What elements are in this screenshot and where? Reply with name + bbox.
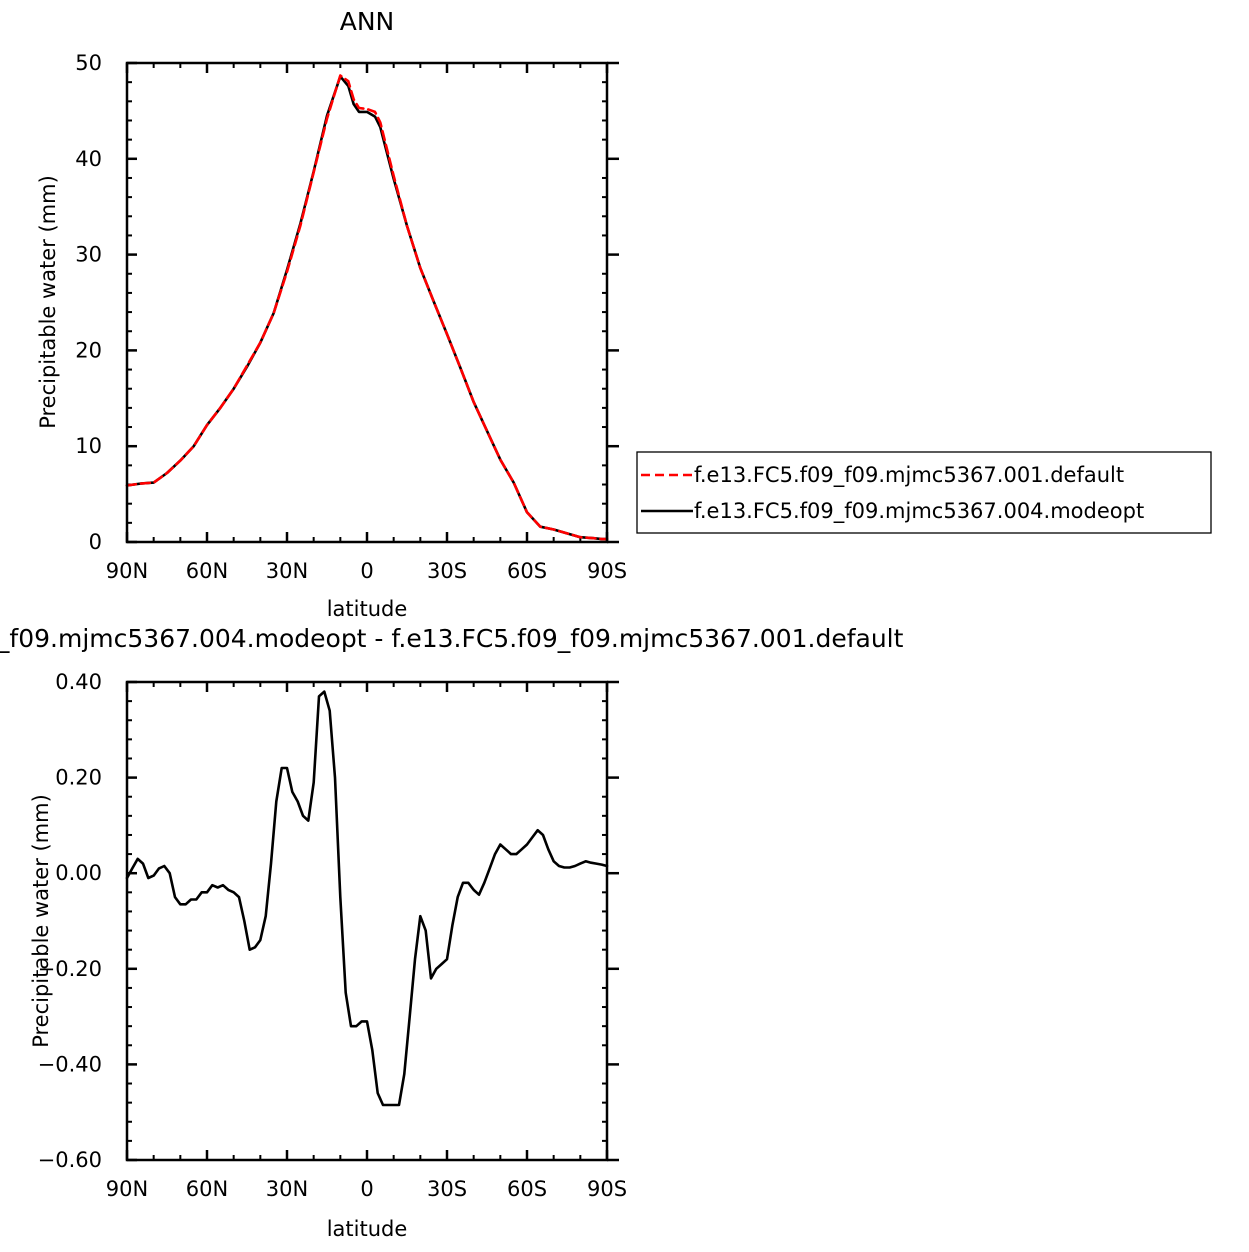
bottom-plot-lines [125, 690, 609, 1107]
top-plot-xlabel: latitude [327, 597, 408, 621]
top-plot-series-line-0 [125, 74, 609, 541]
top-plot-title: ANN [340, 7, 395, 36]
bottom-plot-series-line-0 [125, 690, 609, 1107]
legend-entry-default: f.e13.FC5.f09_f09.mjmc5367.001.default [641, 463, 1124, 488]
top-plot-ytick-label: 10 [75, 434, 102, 458]
legend-label-default: f.e13.FC5.f09_f09.mjmc5367.001.default [694, 463, 1124, 488]
legend-box [636, 451, 1212, 534]
legend-label-modeopt: f.e13.FC5.f09_f09.mjmc5367.004.modeopt [694, 499, 1144, 524]
bottom-plot-ytick-label: 0.40 [55, 670, 102, 694]
top-plot-ytick-label: 30 [75, 243, 102, 267]
legend-entry-modeopt: f.e13.FC5.f09_f09.mjmc5367.004.modeopt [641, 499, 1144, 524]
bottom-plot-title: f.e13.FC5.f09_f09.mjmc5367.004.modeopt -… [0, 624, 904, 653]
bottom-plot-ytick-label: 0.20 [55, 766, 102, 790]
bottom-plot-ytick-label: −0.20 [38, 957, 102, 981]
bottom-plot-ylabel: Precipitable water (mm) [29, 794, 53, 1048]
top-plot-ytick-label: 50 [75, 51, 102, 75]
bottom-plot-xtick-label: 0 [360, 1177, 373, 1201]
top-plot: ANN 90N 60N 30N 0 30S 60S 90S 0 10 20 30 40 50 latit… [36, 7, 1212, 621]
bottom-plot-ytick-label: −0.40 [38, 1052, 102, 1076]
top-plot-xtick-label: 0 [360, 559, 373, 583]
top-plot-xtick-label: 90S [587, 559, 627, 583]
top-plot-ylabel: Precipitable water (mm) [36, 175, 60, 429]
top-plot-xtick-label: 30S [427, 559, 467, 583]
top-plot-xtick-label: 30N [266, 559, 308, 583]
bottom-plot: f.e13.FC5.f09_f09.mjmc5367.004.modeopt -… [0, 624, 904, 1241]
bottom-plot-xtick-label: 60S [507, 1177, 547, 1201]
bottom-plot-xtick-label: 90S [587, 1177, 627, 1201]
bottom-plot-ytick-label: −0.60 [38, 1148, 102, 1172]
top-plot-ytick-label: 0 [89, 530, 102, 554]
top-plot-frame [125, 61, 609, 544]
bottom-plot-frame [125, 680, 609, 1162]
bottom-plot-xtick-label: 90N [106, 1177, 148, 1201]
bottom-plot-xlabel: latitude [327, 1217, 408, 1241]
bottom-plot-ytick-label: 0.00 [55, 861, 102, 885]
top-plot-legend: f.e13.FC5.f09_f09.mjmc5367.001.default f… [636, 451, 1212, 534]
bottom-plot-xtick-label: 30S [427, 1177, 467, 1201]
bottom-plot-xtick-label: 30N [266, 1177, 308, 1201]
top-plot-ytick-label: 40 [75, 147, 102, 171]
bottom-plot-xtick-label: 60N [186, 1177, 228, 1201]
top-plot-xtick-label: 60N [186, 559, 228, 583]
top-plot-xtick-label: 60S [507, 559, 547, 583]
top-plot-series-line-1 [125, 75, 609, 541]
top-plot-xtick-label: 90N [106, 559, 148, 583]
top-plot-ytick-label: 20 [75, 338, 102, 362]
top-plot-lines [125, 74, 609, 541]
top-plot-ticks: 90N 60N 30N 0 30S 60S 90S 0 10 20 30 40 50 [75, 51, 627, 583]
